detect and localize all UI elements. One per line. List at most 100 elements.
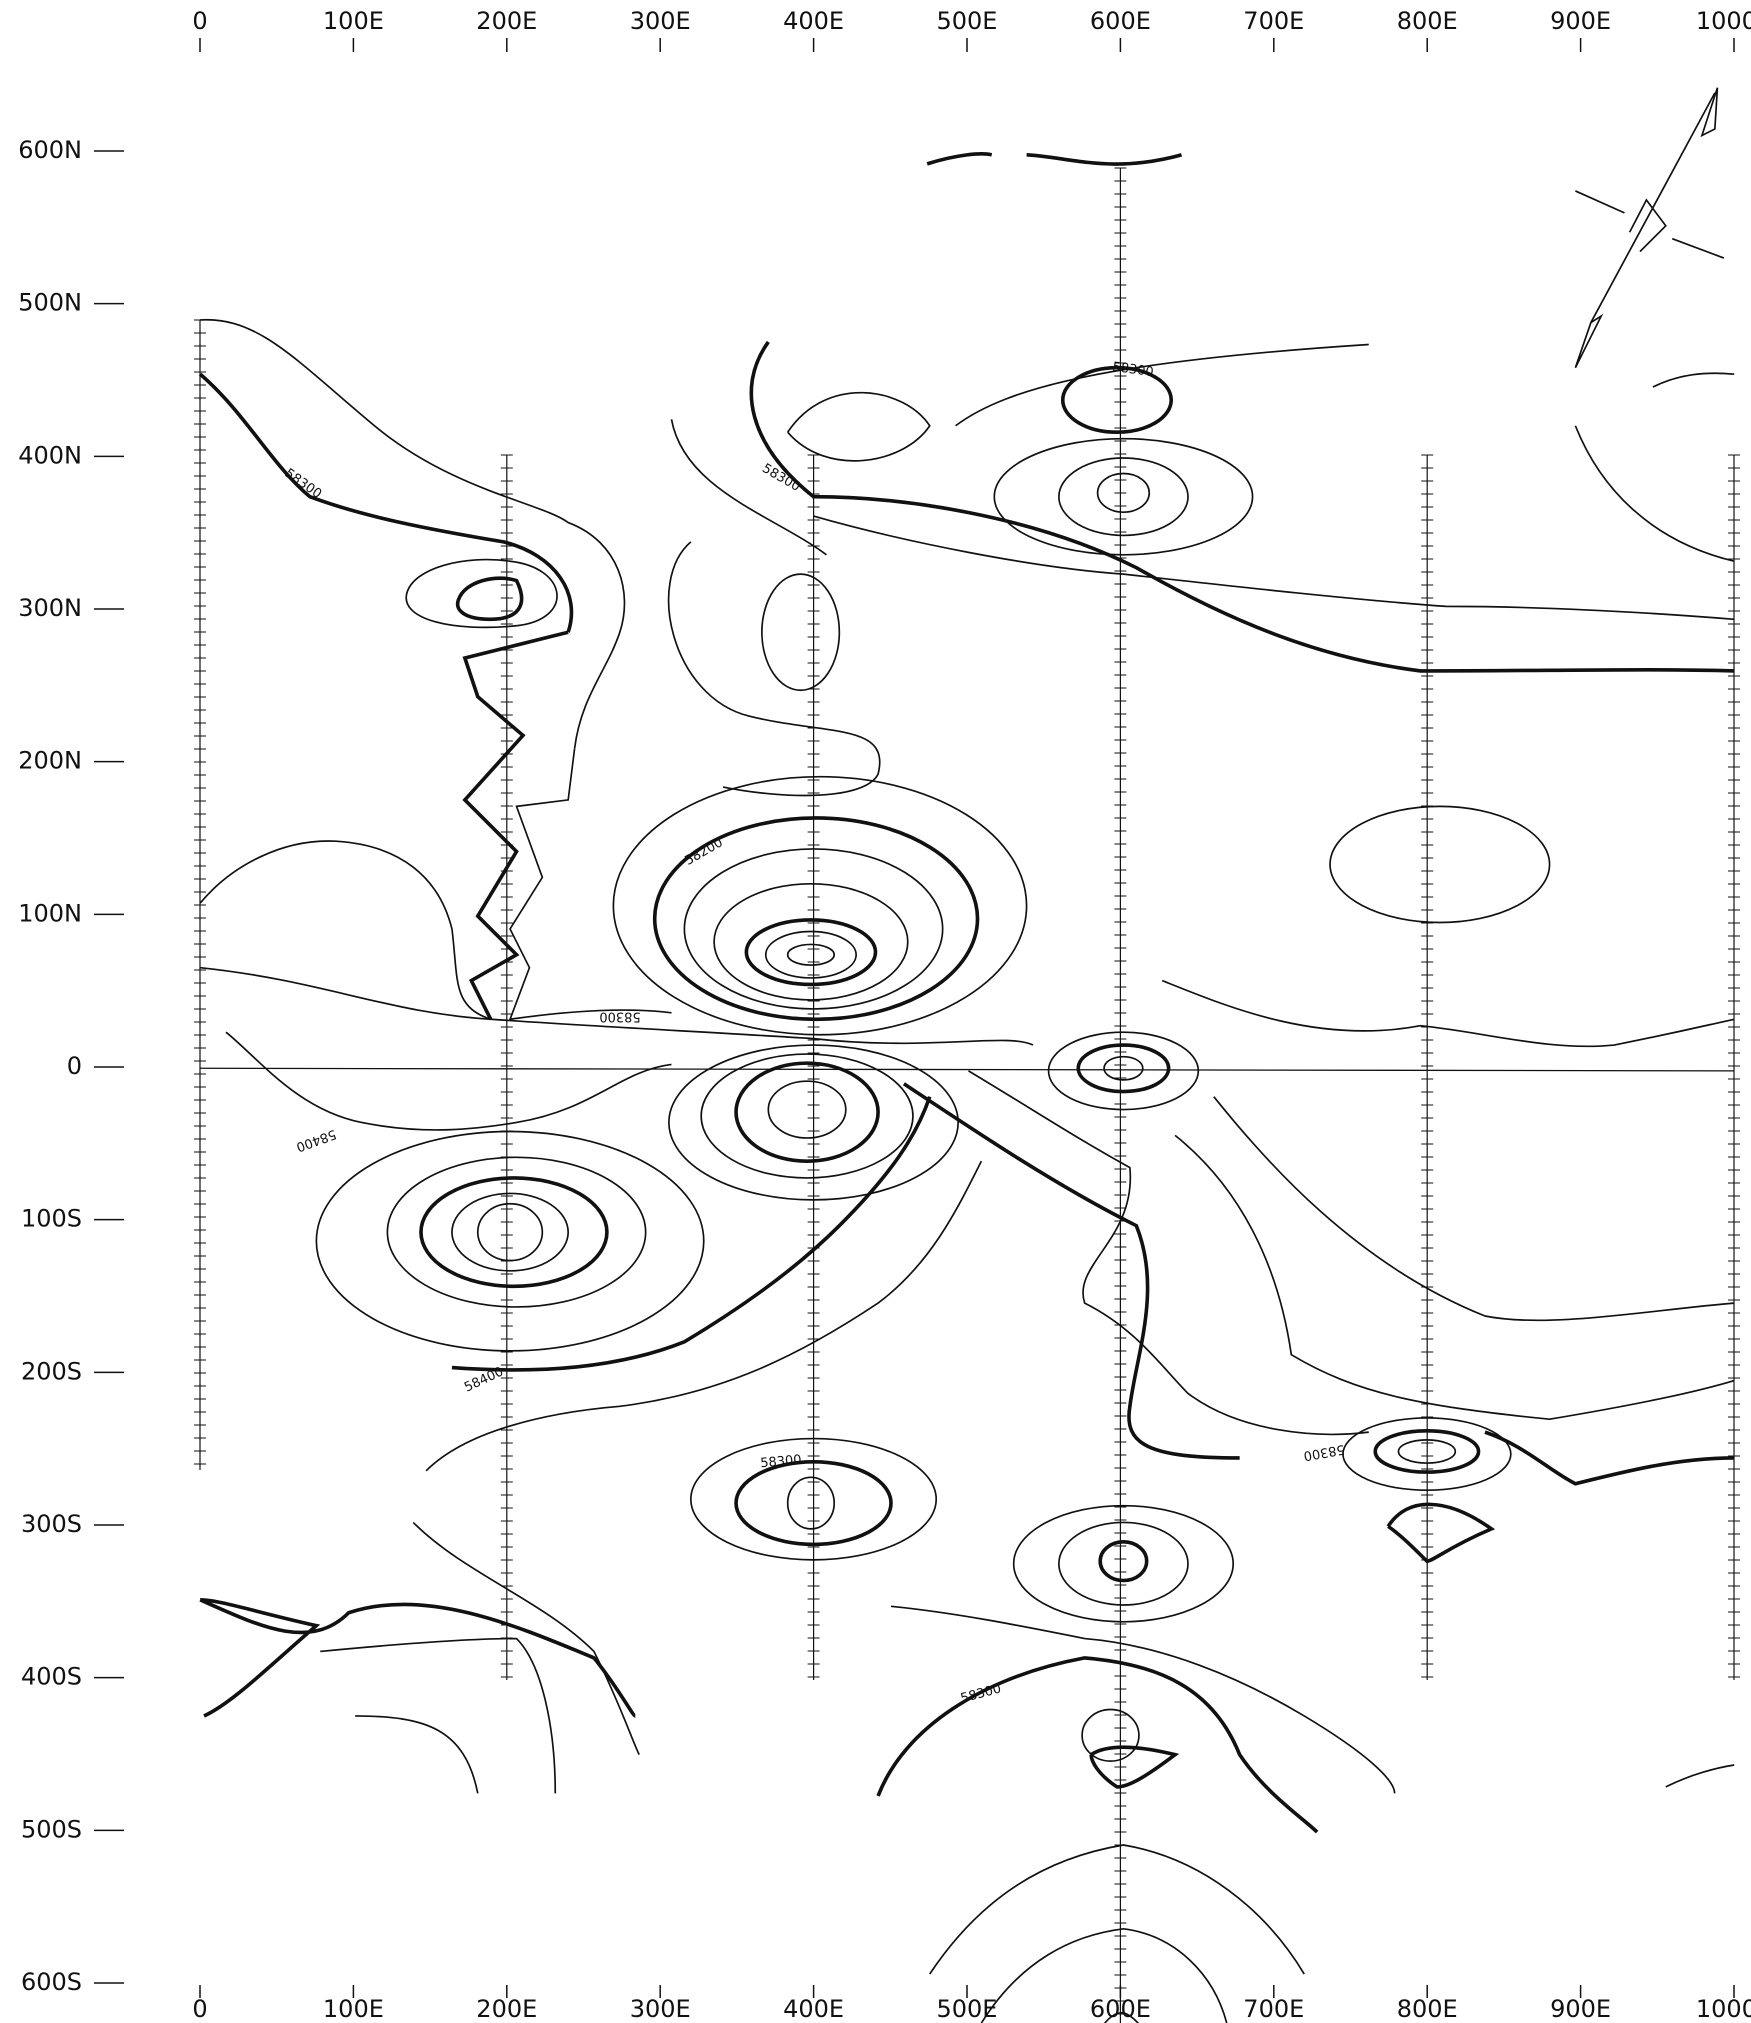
contour-line [786,391,931,462]
contour-line [926,152,1183,166]
x-tick-label-top: 900E [1550,7,1611,35]
contour-line [786,1476,836,1530]
x-tick-label-bottom: 100E [323,1995,384,2023]
contour-line [320,1637,557,1794]
contour-line [199,840,491,1021]
contour-line [764,930,857,979]
contour-line [1096,472,1151,514]
y-tick-label: 300S [21,1510,82,1538]
contour-label: 58300 [959,1681,1003,1706]
contour-line [1386,1502,1496,1563]
contour-line [1058,1521,1189,1606]
contour-label: 58300 [760,1453,803,1472]
contour-line [993,437,1254,556]
contour-line [1574,372,1735,1788]
x-tick-label-bottom: 800E [1397,1995,1458,2023]
contour-line [1161,979,1735,1048]
y-tick-label: 100S [21,1205,82,1233]
y-tick-label: 100N [18,899,82,927]
contour-line [405,558,558,629]
y-tick-label: 500S [21,1815,82,1843]
y-tick-label: 500N [18,289,82,317]
contour-label: 58300 [282,466,324,502]
contour-line [200,319,626,749]
contour-line [876,1656,1319,1834]
y-tick-label: 0 [67,1052,82,1080]
contour-line [761,573,841,692]
contours [198,87,1735,2023]
y-tick-label: 200N [18,747,82,775]
x-tick-label-bottom: 300E [630,1995,691,2023]
contour-line [612,775,1028,1036]
x-tick-label-top: 100E [323,7,384,35]
tick-columns [194,167,1740,2023]
contour-line [1089,1745,1180,1789]
y-tick-label: 600N [18,136,82,164]
contour-line [968,1070,1369,1436]
y-tick-label: 200S [21,1357,82,1385]
contour-line [315,1130,705,1352]
x-tick-label-top: 0 [192,7,207,35]
contour-line [1081,1708,1140,1762]
contour-line [462,630,569,1021]
equator-line [200,1067,1735,1072]
y-tick-label: 400S [21,1663,82,1691]
x-tick-label-bottom: 0 [192,1995,207,2023]
contour-line [198,372,574,633]
contour-line [1098,1539,1149,1583]
contour-line [1104,2011,1139,2023]
contour-line [813,343,1735,621]
contour-line [476,1202,544,1262]
y-tick-label: 300N [18,594,82,622]
contour-line [786,943,836,966]
contour-line [200,966,1034,1131]
contour-line [1058,457,1189,537]
x-tick-label-bottom: 400E [783,1995,844,2023]
contour-line [767,1080,847,1139]
contour-line [1047,1031,1200,1111]
x-tick-label-bottom: 900E [1550,1995,1611,2023]
x-tick-label-top: 700E [1243,7,1304,35]
x-tick-label-top: 600E [1090,7,1151,35]
contour-line [1484,1430,1735,1486]
contour-label: 58300 [1302,1441,1345,1463]
contour-line [508,748,672,1021]
contour-line [667,419,881,797]
contour-line [1329,805,1551,924]
x-tick-label-top: 400E [783,7,844,35]
contour-line [652,816,980,1022]
contour-label: 58400 [294,1126,338,1154]
contour-line [451,1192,570,1272]
y-tick-label: 600S [21,1968,82,1996]
x-tick-label-bottom: 1000E [1696,1995,1751,2023]
contour-line [419,1176,609,1289]
x-tick-label-top: 1000E [1696,7,1751,35]
contour-line [412,1160,983,1756]
contour-line [1060,365,1174,435]
contour-line [1076,1043,1171,1094]
contour-label: 58300 [1111,360,1154,381]
contour-line [700,1053,914,1179]
x-tick-label-bottom: 600E [1090,1995,1151,2023]
contour-label: 58300 [599,1009,640,1024]
contour-line [902,1082,1240,1460]
contour-line [890,1605,1396,1794]
contour-line [451,1096,932,1372]
x-tick-label-bottom: 700E [1243,1995,1304,2023]
contour-line [199,1598,637,1718]
x-tick-label-top: 300E [630,7,691,35]
contour-line [455,576,524,622]
contour-line [749,340,1735,673]
y-tick-label: 400N [18,441,82,469]
contour-line [1103,1055,1144,1081]
contour-label: 58200 [682,835,725,869]
arrow [1574,87,1725,369]
x-tick-label-top: 500E [937,7,998,35]
x-tick-label-top: 200E [476,7,537,35]
contour-line [1012,1504,1235,1623]
contour-line [744,918,878,987]
contour-line [1174,1134,1735,1421]
x-tick-label-top: 800E [1397,7,1458,35]
x-tick-label-bottom: 500E [937,1995,998,2023]
